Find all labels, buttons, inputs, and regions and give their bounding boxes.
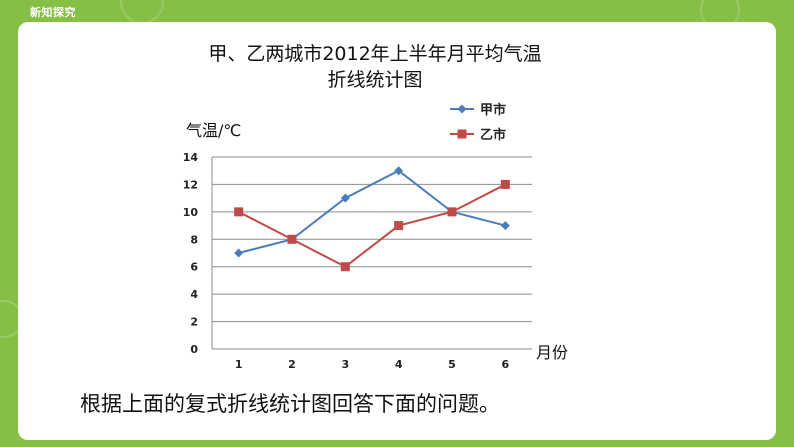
y-axis-label: 气温/℃: [186, 121, 241, 140]
section-tag: 新知探究: [30, 6, 76, 19]
line-chart: 甲、乙两城市2012年上半年月平均气温 折线统计图 气温/℃ 月份 0 2 4 6 8 1…: [183, 43, 568, 371]
x-tick-label: 2: [288, 358, 296, 371]
data-point-square: [394, 221, 404, 231]
series-layer: [234, 166, 510, 272]
legend-label: 乙市: [480, 127, 506, 143]
content-card: 甲、乙两城市2012年上半年月平均气温 折线统计图 气温/℃ 月份 0 2 4 6 8 1…: [18, 22, 776, 440]
grid-layer: [211, 156, 532, 350]
series-line-1: [238, 169, 506, 254]
legend-marker-square: [457, 129, 467, 139]
data-point-diamond: [234, 248, 244, 258]
y-tick-label: 8: [190, 233, 198, 246]
legend-label: 甲市: [480, 102, 506, 118]
y-tick-label: 0: [190, 343, 198, 356]
series-line-2: [238, 183, 506, 268]
x-tick-label: 4: [395, 358, 403, 371]
y-tick-label: 14: [183, 151, 199, 164]
question-prompt: 根据上面的复式折线统计图回答下面的问题。: [80, 392, 500, 416]
y-tick-label: 6: [190, 261, 198, 274]
y-tick-label: 10: [183, 206, 199, 219]
data-point-square: [340, 262, 350, 272]
data-point-diamond: [340, 193, 350, 203]
x-tick-label: 6: [502, 358, 510, 371]
data-point-diamond: [394, 166, 404, 176]
x-axis-label: 月份: [536, 343, 568, 362]
data-point-diamond: [500, 221, 510, 231]
chart-title-line-1: 甲、乙两城市2012年上半年月平均气温: [208, 43, 541, 65]
data-point-square: [447, 207, 457, 217]
x-tick-label: 3: [342, 358, 350, 371]
legend-marker-diamond: [457, 104, 467, 114]
x-tick-label: 5: [448, 358, 456, 371]
data-point-square: [234, 207, 244, 217]
y-tick-label: 4: [190, 288, 198, 301]
y-tick-label: 2: [190, 316, 198, 329]
decorative-circle: [120, 0, 164, 24]
x-tick-label: 1: [235, 358, 243, 371]
data-point-square: [287, 234, 297, 244]
y-tick-label: 12: [183, 178, 198, 191]
chart-title-line-2: 折线统计图: [327, 69, 422, 91]
data-point-square: [500, 179, 510, 189]
